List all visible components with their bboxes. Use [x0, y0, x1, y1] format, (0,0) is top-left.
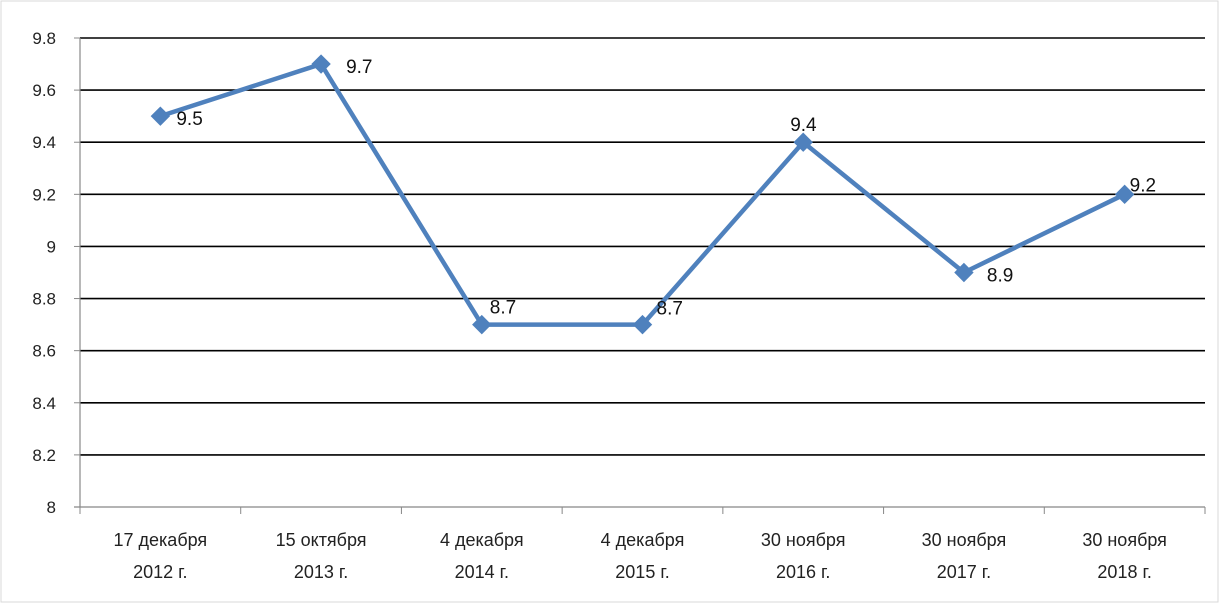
data-point-marker: [793, 132, 813, 152]
y-tick-label: 9.2: [32, 185, 56, 204]
x-tick-label: 30 ноября 2017 г.: [922, 530, 1007, 582]
data-label: 9.4: [790, 115, 817, 136]
y-tick-label: 8.4: [32, 394, 56, 413]
x-tick-label: 4 декабря 2014 г.: [440, 530, 524, 582]
x-tick-label: 4 декабря 2015 г.: [601, 530, 685, 582]
x-tick-label: 17 декабря 2012 г.: [114, 530, 208, 582]
data-label: 8.9: [987, 266, 1013, 287]
y-tick-label: 8.6: [32, 342, 56, 361]
x-tick-label: 15 октября 2013 г.: [276, 530, 367, 582]
data-point-marker: [311, 54, 331, 74]
y-tick-label: 9.8: [32, 29, 56, 48]
data-label: 9.7: [346, 57, 372, 78]
data-label: 8.7: [657, 299, 683, 320]
x-axis-ticks: 17 декабря 2012 г. 15 октября 2013 г. 4 дека…: [79, 507, 1206, 582]
y-tick-label: 9: [47, 237, 56, 256]
data-point-marker: [150, 106, 171, 126]
data-label: 9.2: [1130, 175, 1156, 196]
x-tick-label: 30 ноября 2016 г.: [761, 530, 846, 582]
y-axis-ticks: 8 8.2 8.4 8.6 8.8 9 9.2 9.4 9.6 9.8: [32, 29, 80, 517]
data-label: 8.7: [490, 298, 516, 319]
data-point-marker: [954, 262, 974, 283]
y-tick-label: 9.4: [32, 133, 56, 152]
data-label: 9.5: [176, 109, 202, 130]
data-point-marker: [472, 314, 492, 335]
y-tick-label: 8: [47, 498, 56, 517]
y-tick-label: 9.6: [32, 81, 56, 100]
y-tick-label: 8.8: [32, 290, 56, 309]
y-tick-label: 8.2: [32, 446, 56, 465]
data-labels: 9.5 9.7 8.7 8.7 9.4 8.9 9.2: [176, 57, 1156, 320]
data-point-marker: [632, 314, 653, 335]
gridlines: [80, 37, 1205, 456]
data-point-marker: [1114, 184, 1135, 205]
markers: [150, 54, 1135, 335]
x-tick-label: 30 ноября 2018 г.: [1082, 530, 1167, 582]
axes: [74, 38, 1205, 508]
